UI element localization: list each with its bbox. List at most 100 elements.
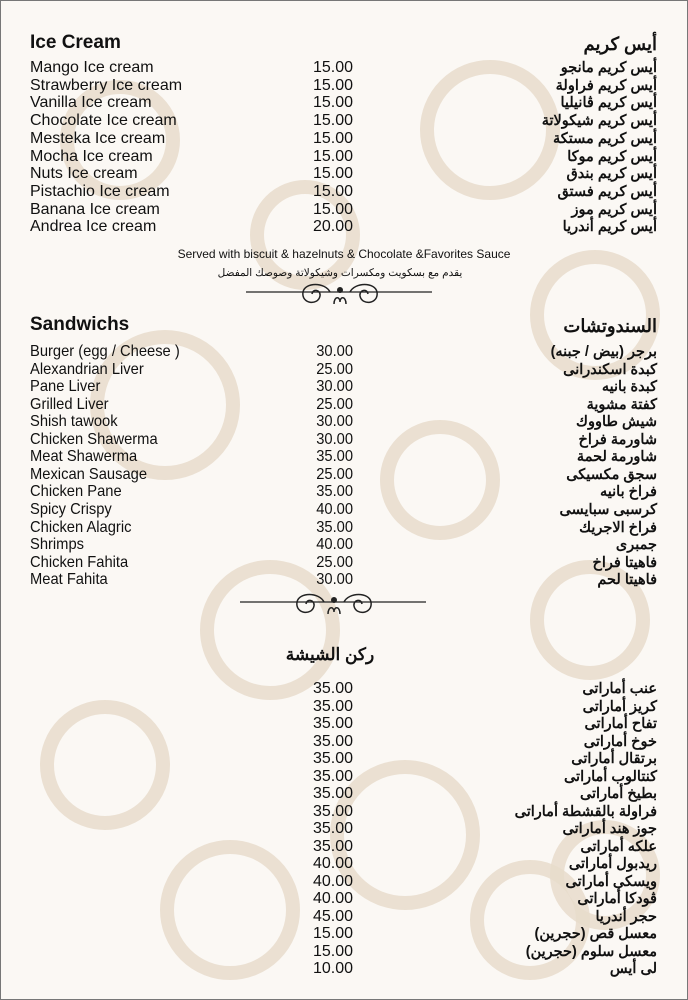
item-price: 40.00	[312, 890, 353, 907]
item-price: 25.00	[316, 465, 353, 483]
item-name-en: Spicy Crispy	[30, 500, 112, 518]
item-name-ar: كبدة بانيه	[601, 379, 657, 396]
menu-item-row: 35.00 علكه أماراتى	[0, 838, 688, 856]
menu-item-row: 35.00 تفاح أماراتى	[0, 715, 688, 733]
item-price: 35.00	[312, 767, 353, 785]
item-price: 15.00	[312, 925, 353, 942]
item-name-en: Chicken Pane	[30, 483, 122, 501]
menu-item-row: Andrea Ice cream 20.00 أيس كريم أندريا	[0, 218, 688, 236]
item-name-ar: شاورمة لحمة	[576, 449, 657, 466]
item-name-ar: أيس كريم مستكة	[552, 130, 657, 147]
item-price: 15.00	[312, 182, 353, 200]
item-name-ar: بطيخ أماراتى	[579, 786, 657, 802]
item-name-ar: معسل سلوم (حجرين)	[525, 943, 657, 960]
item-name-ar: أيس كريم شيكولاتة	[541, 113, 657, 130]
item-name-ar: حجر أندريا	[595, 908, 657, 925]
item-price: 35.00	[316, 483, 353, 501]
menu-item-row: Banana Ice cream 15.00 أيس كريم موز	[0, 201, 688, 219]
menu-item-row: Mocha Ice cream 15.00 أيس كريم موكا	[0, 148, 688, 166]
item-name-ar: برجر (بيض / جبنه)	[550, 344, 657, 360]
item-name-ar: أيس كريم أندريا	[562, 219, 657, 236]
menu-item-row: 35.00 خوخ أماراتى	[0, 733, 688, 751]
item-name-ar: فراولة بالقشطة أماراتى	[514, 803, 657, 820]
item-name-en: Pane Liver	[30, 378, 101, 396]
item-name-ar: لى أيس	[609, 961, 657, 977]
menu-item-row: Nuts Ice cream 15.00 أيس كريم بندق	[0, 165, 688, 183]
item-name-ar: أيس كريم بندق	[566, 166, 657, 183]
item-name-en: Andrea Ice cream	[30, 218, 157, 236]
menu-item-row: 35.00 جوز هند أماراتى	[0, 820, 688, 838]
item-price: 30.00	[316, 571, 353, 589]
menu-item-row: Burger (egg / Cheese ) 30.00 برجر (بيض / ج…	[0, 343, 688, 361]
item-price: 35.00	[312, 820, 353, 837]
item-price: 40.00	[312, 872, 353, 890]
menu-item-row: Chicken Pane 35.00 فراخ بانيه	[0, 483, 688, 501]
item-price: 15.00	[312, 76, 353, 94]
menu-item-row: 45.00 حجر أندريا	[0, 908, 688, 926]
menu-item-row: Mexican Sausage 25.00 سجق مكسيكى	[0, 466, 688, 484]
menu-item-row: 40.00 ڤودكا أماراتى	[0, 890, 688, 908]
item-name-ar: كفتة مشوية	[586, 396, 657, 413]
menu-item-row: 35.00 بطيخ أماراتى	[0, 785, 688, 803]
menu-item-row: 10.00 لى أيس	[0, 960, 688, 978]
item-name-en: Chicken Alagric	[30, 518, 132, 536]
item-price: 15.00	[312, 147, 353, 165]
menu-item-row: Chocolate Ice cream 15.00 أيس كريم شيكولات…	[0, 112, 688, 130]
item-price: 35.00	[312, 802, 353, 820]
item-price: 40.00	[312, 855, 353, 872]
item-name-ar: فراخ الاجريك	[579, 519, 657, 536]
item-name-ar: علكه أماراتى	[580, 838, 657, 855]
item-name-ar: فراخ بانيه	[600, 484, 657, 501]
item-name-en: Vanilla Ice cream	[30, 94, 152, 112]
item-name-en: Chocolate Ice cream	[30, 112, 177, 130]
item-price: 35.00	[312, 750, 353, 767]
item-name-ar: ريدبول أماراتى	[568, 856, 657, 872]
menu-item-row: Mango Ice cream 15.00 أيس كريم مانجو	[0, 59, 688, 77]
item-name-ar: شاورمة فراخ	[578, 431, 657, 448]
item-name-ar: كنتالوب أماراتى	[563, 768, 657, 785]
item-name-en: Alexandrian Liver	[30, 360, 144, 378]
item-name-en: Strawberry Ice cream	[30, 76, 183, 94]
item-price: 25.00	[316, 360, 353, 378]
item-price: 30.00	[316, 430, 353, 448]
menu-item-row: 35.00 كريز أماراتى	[0, 698, 688, 716]
item-price: 30.00	[316, 413, 353, 431]
item-price: 35.00	[312, 680, 353, 697]
item-price: 15.00	[312, 129, 353, 147]
item-name-ar: فاهيتا لحم	[597, 572, 657, 589]
item-name-en: Banana Ice cream	[30, 200, 160, 218]
menu-item-row: Pane Liver 30.00 كبدة بانيه	[0, 378, 688, 396]
item-price: 15.00	[312, 112, 353, 130]
item-price: 10.00	[312, 960, 353, 977]
item-price: 30.00	[316, 378, 353, 396]
menu-item-row: 15.00 معسل قص (حجرين)	[0, 925, 688, 943]
item-price: 35.00	[312, 697, 353, 715]
item-name-ar: تفاح أماراتى	[584, 716, 657, 732]
item-price: 15.00	[312, 200, 353, 218]
item-price: 35.00	[312, 715, 353, 732]
item-name-ar: ڤودكا أماراتى	[577, 891, 657, 907]
item-name-en: Shrimps	[30, 536, 84, 554]
item-price: 15.00	[312, 165, 353, 183]
item-price: 40.00	[316, 500, 353, 518]
item-name-en: Grilled Liver	[30, 395, 109, 413]
ice-cream-title-ar: أيس كريم	[583, 34, 657, 54]
item-name-en: Chicken Shawerma	[30, 430, 158, 448]
item-price: 40.00	[316, 536, 353, 554]
item-price: 35.00	[312, 732, 353, 750]
item-name-ar: فاهيتا فراخ	[592, 554, 657, 571]
item-name-ar: عنب أماراتى	[582, 681, 657, 697]
menu-item-row: Shish tawook 30.00 شيش طاووك	[0, 413, 688, 431]
menu-item-row: Shrimps 40.00 جمبرى	[0, 536, 688, 554]
menu-item-row: 40.00 ويسكى أماراتى	[0, 873, 688, 891]
menu-item-row: 35.00 برتقال أماراتى	[0, 750, 688, 768]
item-name-ar: أيس كريم مانجو	[560, 60, 657, 76]
item-price: 35.00	[316, 518, 353, 536]
sandwiches-title-en: Sandwichs	[30, 314, 130, 335]
item-name-en: Mango Ice cream	[30, 59, 154, 76]
item-price: 15.00	[312, 942, 353, 960]
item-name-ar: برتقال أماراتى	[571, 751, 657, 767]
item-name-ar: خوخ أماراتى	[583, 733, 657, 750]
item-name-en: Mesteka Ice cream	[30, 129, 166, 147]
item-price: 35.00	[312, 785, 353, 802]
